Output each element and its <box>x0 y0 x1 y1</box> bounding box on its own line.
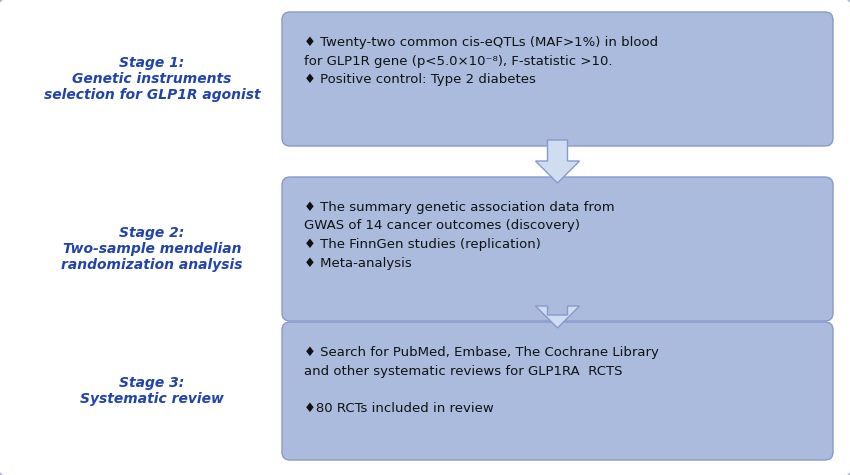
Text: Stage 2:: Stage 2: <box>119 226 184 240</box>
FancyArrow shape <box>536 306 580 328</box>
Text: ♦ The summary genetic association data from
GWAS of 14 cancer outcomes (discover: ♦ The summary genetic association data f… <box>304 201 615 269</box>
FancyArrow shape <box>536 140 580 183</box>
Text: Two-sample mendelian: Two-sample mendelian <box>63 242 241 256</box>
Text: Systematic review: Systematic review <box>80 392 224 406</box>
Text: selection for GLP1R agonist: selection for GLP1R agonist <box>43 88 260 102</box>
Text: randomization analysis: randomization analysis <box>61 258 243 272</box>
Text: ♦ Twenty-two common cis-eQTLs (MAF>1%) in blood
for GLP1R gene (p<5.0×10⁻⁸), F-s: ♦ Twenty-two common cis-eQTLs (MAF>1%) i… <box>304 36 658 86</box>
Text: Stage 1:: Stage 1: <box>119 56 184 70</box>
FancyBboxPatch shape <box>282 12 833 146</box>
Text: Genetic instruments: Genetic instruments <box>72 72 232 86</box>
FancyBboxPatch shape <box>282 322 833 460</box>
Text: Stage 3:: Stage 3: <box>119 376 184 390</box>
FancyBboxPatch shape <box>282 177 833 321</box>
Text: ♦ Search for PubMed, Embase, The Cochrane Library
and other systematic reviews f: ♦ Search for PubMed, Embase, The Cochran… <box>304 346 659 415</box>
